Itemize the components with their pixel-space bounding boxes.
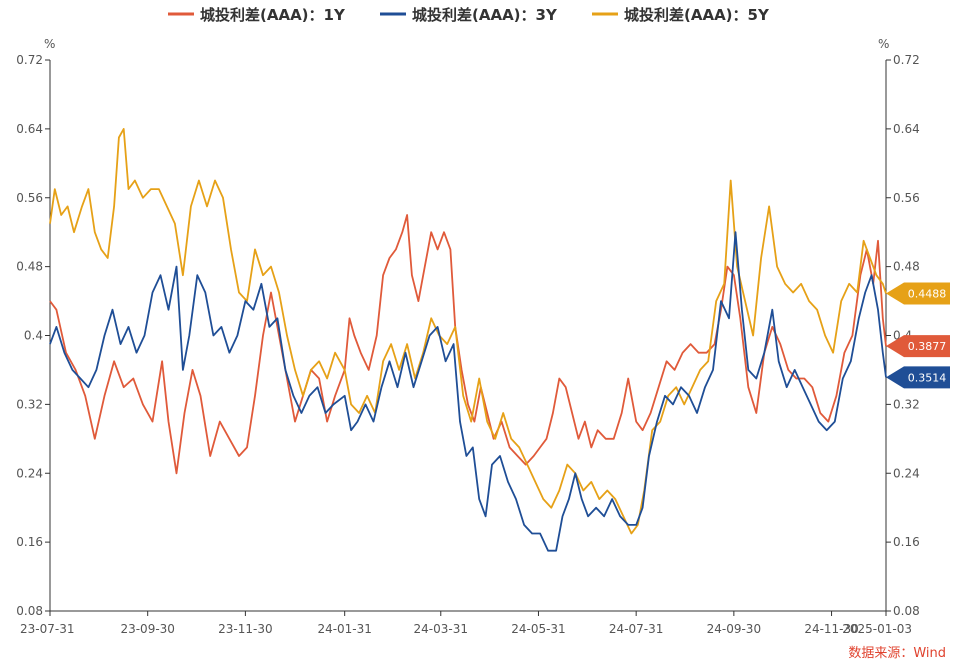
legend-item-5y: 城投利差(AAA)：5Y xyxy=(592,6,770,24)
left-y-tick-label: 0.64 xyxy=(16,122,43,136)
x-tick-label: 24-11-30 xyxy=(804,622,858,636)
legend-item-3y: 城投利差(AAA)：3Y xyxy=(380,6,558,24)
right-unit-label: % xyxy=(878,37,889,51)
left-y-tick-label: 0.16 xyxy=(16,535,43,549)
right-y-tick-label: 0.72 xyxy=(893,53,920,67)
last-value-tags: 0.4488 0.3877 0.3514 xyxy=(886,282,950,389)
left-y-tick-label: 0.72 xyxy=(16,53,43,67)
x-tick-label: 23-07-31 xyxy=(20,622,74,636)
legend: 城投利差(AAA)：1Y 城投利差(AAA)：3Y 城投利差(AAA)：5Y xyxy=(168,6,770,24)
tag-value: 0.3877 xyxy=(908,340,947,353)
right-y-tick-label: 0.16 xyxy=(893,535,920,549)
left-y-tick-label: 0.24 xyxy=(16,466,43,480)
right-y-tick-label: 0.08 xyxy=(893,604,920,618)
x-tick-label: 2025-01-03 xyxy=(842,622,912,636)
x-tick-label: 24-05-31 xyxy=(511,622,565,636)
series-line-5y xyxy=(49,128,887,535)
last-value-tag-3y: 0.3514 xyxy=(886,366,950,389)
series-line-3y xyxy=(49,231,887,552)
last-value-tag-5y: 0.4488 xyxy=(886,282,950,305)
tag-background xyxy=(886,366,950,389)
last-value-tag-1y: 0.3877 xyxy=(886,335,950,358)
axes: 0.08 0.080.16 0.160.24 0.240.32 0.320.4 0.40.… xyxy=(16,53,919,636)
tag-value: 0.4488 xyxy=(908,287,947,300)
data-source-label: 数据来源：Wind xyxy=(848,646,946,661)
series-line-1y xyxy=(49,214,887,475)
left-y-tick-label: 0.08 xyxy=(16,604,43,618)
x-tick-label: 24-07-31 xyxy=(609,622,663,636)
tag-background xyxy=(886,335,950,358)
x-tick-label: 24-03-31 xyxy=(414,622,468,636)
x-tick-label: 23-11-30 xyxy=(218,622,272,636)
right-y-tick-label: 0.64 xyxy=(893,122,920,136)
legend-label: 城投利差(AAA)：3Y xyxy=(412,6,558,24)
left-y-tick-label: 0.56 xyxy=(16,191,43,205)
x-tick-label: 23-09-30 xyxy=(120,622,174,636)
left-unit-label: % xyxy=(44,37,55,51)
right-y-tick-label: 0.24 xyxy=(893,466,920,480)
right-y-tick-label: 0.56 xyxy=(893,191,920,205)
x-tick-label: 24-09-30 xyxy=(707,622,761,636)
left-y-tick-label: 0.4 xyxy=(24,329,43,343)
left-y-tick-label: 0.48 xyxy=(16,260,43,274)
right-y-tick-label: 0.48 xyxy=(893,260,920,274)
legend-label: 城投利差(AAA)：5Y xyxy=(624,6,770,24)
tag-background xyxy=(886,282,950,305)
tag-value: 0.3514 xyxy=(908,371,947,384)
x-tick-label: 24-01-31 xyxy=(317,622,371,636)
left-y-tick-label: 0.32 xyxy=(16,397,43,411)
series-layer xyxy=(49,128,887,552)
legend-item-1y: 城投利差(AAA)：1Y xyxy=(168,6,346,24)
legend-label: 城投利差(AAA)：1Y xyxy=(200,6,346,24)
right-y-tick-label: 0.32 xyxy=(893,397,920,411)
